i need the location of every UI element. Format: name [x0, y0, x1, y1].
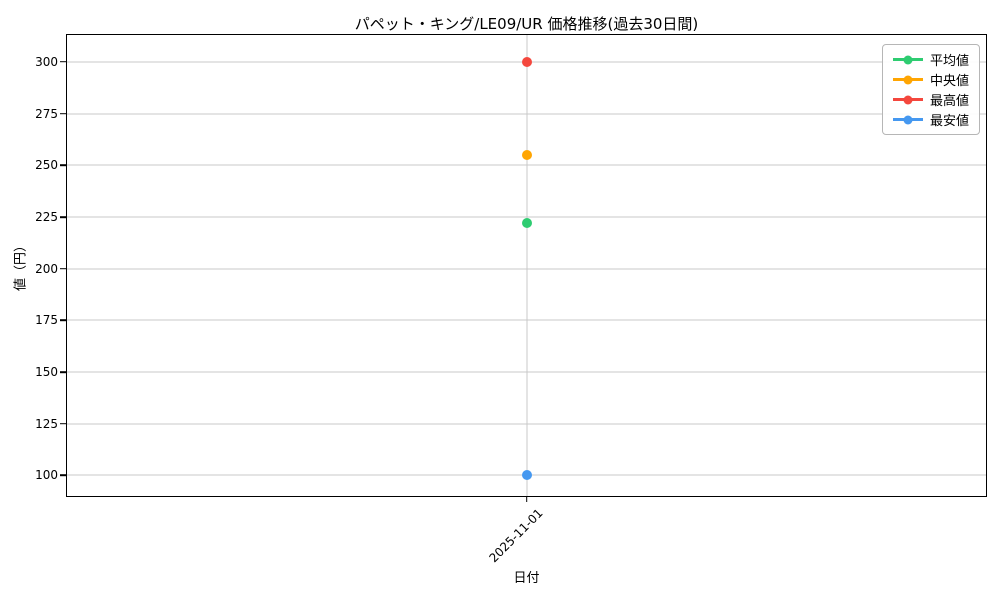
plot-area: 平均値中央値最高値最安値 100 125 150 175 200 225 250 275 300…	[35, 34, 987, 565]
ytick-mark	[60, 371, 66, 373]
legend-line-mean	[892, 55, 923, 64]
x-axis-label: 日付	[513, 571, 540, 586]
ytick-label: 100	[35, 468, 58, 483]
ytick-mark	[60, 422, 66, 425]
legend-line-max	[892, 95, 923, 104]
legend-line-median	[892, 75, 923, 84]
legend-item-median: 中央値	[892, 71, 969, 89]
ytick-label: 275	[35, 106, 58, 121]
data-point-mean	[521, 218, 532, 229]
data-point-median	[521, 149, 532, 160]
legend-marker-mean	[903, 55, 913, 64]
ytick-mark	[60, 267, 66, 270]
ytick-mark	[60, 216, 66, 218]
data-point-min	[521, 470, 532, 481]
ytick-label: 250	[35, 158, 58, 173]
legend-label-max: 最高値	[929, 94, 969, 109]
legend-item-max: 最高値	[892, 91, 969, 109]
ytick-mark	[60, 474, 66, 477]
ytick-mark	[60, 319, 66, 322]
legend-marker-min	[903, 115, 913, 124]
ytick-label: 200	[35, 261, 58, 276]
chart-title: パペット・キング/LE09/UR 価格推移(過去30日間)	[354, 15, 699, 33]
legend-label-median: 中央値	[929, 74, 969, 89]
legend-line-min	[892, 115, 923, 124]
legend-item-mean: 平均値	[892, 51, 969, 69]
legend-label-min: 最安値	[929, 114, 969, 129]
legend-label-mean: 平均値	[929, 54, 969, 69]
ytick-mark	[60, 112, 66, 115]
data-point-max	[521, 56, 532, 67]
gridline-v	[526, 35, 527, 496]
y-axis-label: 値（円）	[13, 238, 29, 292]
ytick-label: 300	[35, 54, 58, 69]
legend-item-min: 最安値	[892, 111, 969, 129]
legend: 平均値中央値最高値最安値	[881, 44, 980, 135]
xtick-mark	[525, 496, 528, 502]
ytick-label: 150	[35, 364, 58, 379]
ytick-mark	[60, 164, 66, 167]
ytick-label: 125	[35, 416, 58, 431]
ytick-label: 175	[35, 313, 58, 328]
ytick-label: 225	[35, 209, 58, 224]
legend-marker-max	[903, 95, 913, 104]
xtick-label: 2025-11-01	[486, 506, 546, 566]
ytick-mark	[60, 61, 66, 63]
legend-marker-median	[903, 75, 913, 84]
